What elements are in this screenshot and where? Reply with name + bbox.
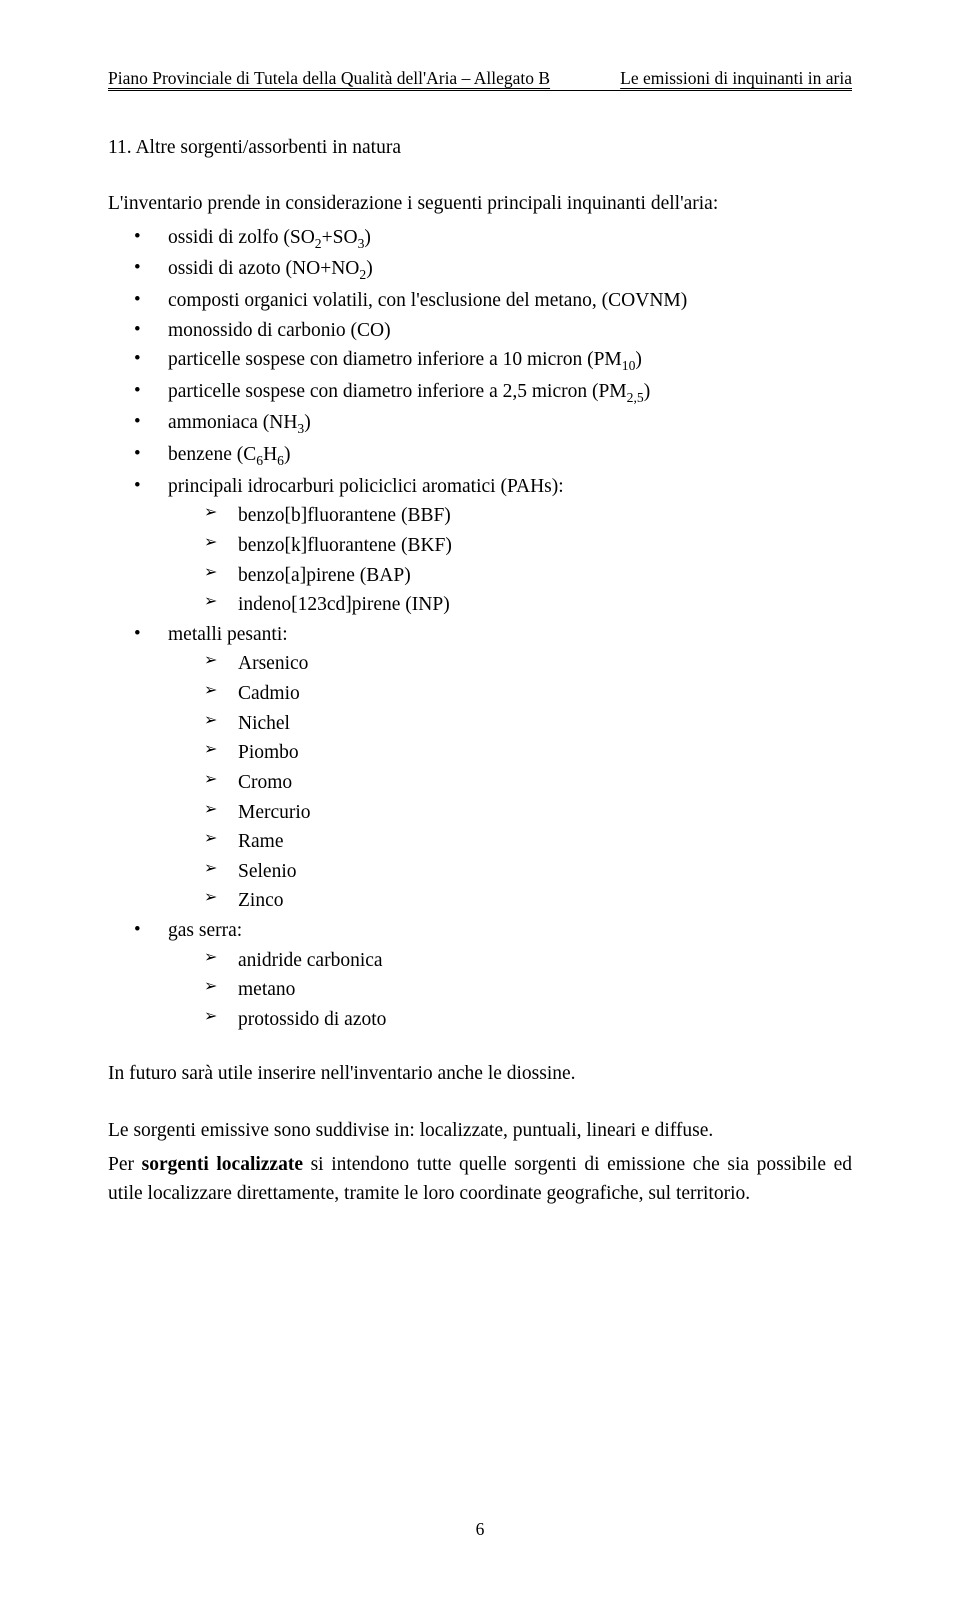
list-item: Piombo: [204, 738, 852, 768]
list-item: Cadmio: [204, 679, 852, 709]
header-right: Le emissioni di inquinanti in aria: [620, 68, 852, 89]
list-item: Arsenico: [204, 649, 852, 679]
list-item: Mercurio: [204, 798, 852, 828]
list-item: Rame: [204, 827, 852, 857]
pah-sublist: benzo[b]fluorantene (BBF) benzo[k]fluora…: [168, 501, 852, 620]
list-item: composti organici volatili, con l'esclus…: [134, 286, 852, 316]
list-item: particelle sospese con diametro inferior…: [134, 377, 852, 409]
list-item: particelle sospese con diametro inferior…: [134, 345, 852, 377]
list-item: protossido di azoto: [204, 1005, 852, 1035]
pollutant-list: ossidi di zolfo (SO2+SO3) ossidi di azot…: [108, 223, 852, 1035]
paragraph-sources: Le sorgenti emissive sono suddivise in: …: [108, 1116, 852, 1146]
paragraph-future: In futuro sarà utile inserire nell'inven…: [108, 1059, 852, 1089]
gas-sublist: anidride carbonica metano protossido di …: [168, 946, 852, 1035]
list-item: metalli pesanti: Arsenico Cadmio Nichel …: [134, 620, 852, 916]
list-item: ossidi di azoto (NO+NO2): [134, 254, 852, 286]
list-item: gas serra: anidride carbonica metano pro…: [134, 916, 852, 1035]
list-item: ammoniaca (NH3): [134, 408, 852, 440]
list-item: benzo[b]fluorantene (BBF): [204, 501, 852, 531]
header-left: Piano Provinciale di Tutela della Qualit…: [108, 68, 550, 89]
metals-sublist: Arsenico Cadmio Nichel Piombo Cromo Merc…: [168, 649, 852, 916]
list-item: monossido di carbonio (CO): [134, 316, 852, 346]
list-item: principali idrocarburi policiclici aroma…: [134, 472, 852, 620]
list-item: ossidi di zolfo (SO2+SO3): [134, 223, 852, 255]
list-item: benzo[k]fluorantene (BKF): [204, 531, 852, 561]
list-item: benzene (C6H6): [134, 440, 852, 472]
section-title: 11. Altre sorgenti/assorbenti in natura: [108, 137, 852, 159]
list-item: indeno[123cd]pirene (INP): [204, 590, 852, 620]
intro-paragraph: L'inventario prende in considerazione i …: [108, 189, 852, 219]
list-item: anidride carbonica: [204, 946, 852, 976]
list-item: Cromo: [204, 768, 852, 798]
list-item: Nichel: [204, 709, 852, 739]
page-number: 6: [0, 1519, 960, 1540]
page-header: Piano Provinciale di Tutela della Qualit…: [108, 68, 852, 91]
paragraph-localized: Per sorgenti localizzate si intendono tu…: [108, 1150, 852, 1209]
list-item: Selenio: [204, 857, 852, 887]
list-item: Zinco: [204, 886, 852, 916]
list-item: benzo[a]pirene (BAP): [204, 561, 852, 591]
list-item: metano: [204, 975, 852, 1005]
